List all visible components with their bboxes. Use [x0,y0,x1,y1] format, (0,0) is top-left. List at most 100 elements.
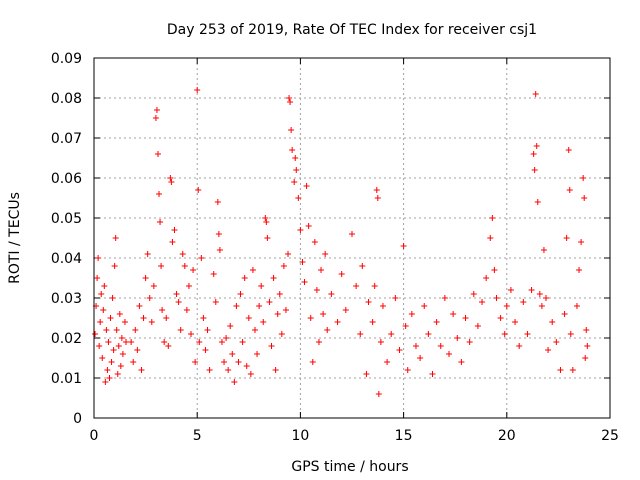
data-point [291,179,298,185]
data-point [487,235,494,241]
data-point [108,359,115,365]
data-point [479,299,486,305]
x-axis-title: GPS time / hours [291,459,408,475]
data-point [285,251,292,257]
data-point [212,299,219,305]
y-tick-label: 0.05 [51,211,82,227]
y-tick-label: 0.01 [51,371,82,387]
x-tick-label: 0 [90,428,99,444]
data-point [359,263,366,269]
data-point [561,311,568,317]
data-point [278,331,285,337]
data-point [194,87,201,93]
data-point [198,255,205,261]
y-tick-label: 0.03 [51,291,82,307]
data-point [249,267,256,273]
data-point [221,359,228,365]
data-point [167,175,174,181]
data-point [282,307,289,313]
data-point [136,303,143,309]
data-point [251,327,258,333]
data-point [107,315,114,321]
data-point [328,291,335,297]
data-point [349,231,355,237]
data-point [301,279,308,285]
data-point [116,311,123,317]
data-point [425,331,432,337]
data-point [392,295,399,301]
y-tick-label: 0.02 [51,331,82,347]
data-point [576,267,583,273]
data-point [202,347,209,353]
data-point [483,275,490,281]
data-point [501,331,508,337]
data-point [534,199,541,205]
data-point [491,267,498,273]
data-point [322,251,329,257]
data-point [417,355,424,361]
data-point [338,271,345,277]
data-point [215,231,222,237]
data-point [320,311,327,317]
data-point [408,311,415,317]
data-point [497,315,504,321]
data-point [470,291,477,297]
data-point [229,351,236,357]
data-point [270,275,277,281]
data-point [245,315,252,321]
data-point [280,263,287,269]
data-point [384,359,391,365]
y-tick-label: 0.08 [51,91,82,107]
data-point [254,351,261,357]
data-point [429,371,436,377]
data-point [130,359,137,365]
data-point [450,311,457,317]
data-point [404,367,411,373]
data-point [503,303,510,309]
data-point [289,147,296,153]
data-point [113,327,120,333]
data-point [115,343,122,349]
data-point [582,355,589,361]
data-point [353,283,360,289]
data-point [318,267,325,273]
axis-ticks [93,57,611,419]
data-point [531,167,538,173]
data-point [563,235,570,241]
data-point [159,307,166,313]
data-point [144,251,151,257]
data-point [578,239,585,245]
data-point [260,319,267,325]
data-point [569,367,576,373]
data-point [584,343,591,349]
data-point [104,367,111,373]
data-point [119,351,126,357]
data-point [299,259,306,265]
data-point [223,335,230,341]
data-point [303,183,310,189]
data-point [101,283,108,289]
data-point [365,299,372,305]
data-point [233,303,240,309]
data-point [118,335,125,341]
data-point [286,95,293,101]
data-point [379,303,386,309]
data-point [171,227,178,233]
data-point [412,343,419,349]
data-point [288,127,295,133]
data-point [311,239,318,245]
data-point [227,323,234,329]
data-point [192,359,199,365]
data-point [396,347,403,353]
data-point [121,319,128,325]
data-point [114,371,121,377]
data-point [214,199,221,205]
data-point [334,319,341,325]
data-point [545,347,552,353]
x-tick-label: 5 [193,428,202,444]
x-tick-label: 20 [498,428,516,444]
data-point [264,235,271,241]
data-point [102,379,109,385]
data-point [106,375,113,381]
data-point [292,155,299,161]
